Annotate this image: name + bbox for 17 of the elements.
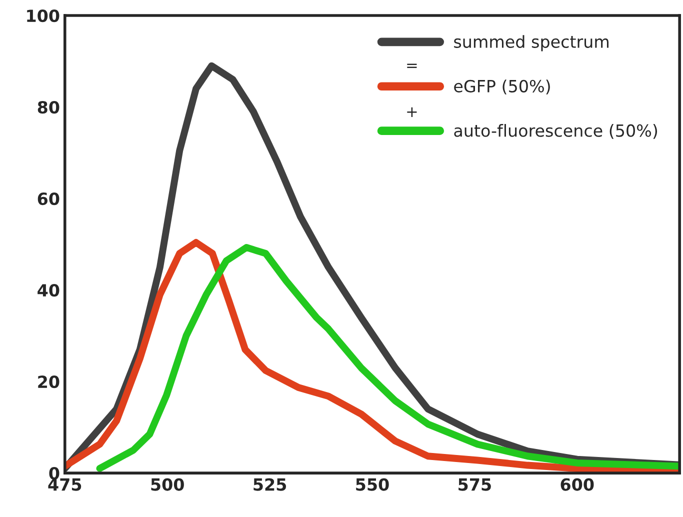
x-tick-label: 575 [458, 478, 491, 491]
y-tick-label: 0 [49, 467, 60, 480]
annotation: = [407, 64, 417, 68]
y-tick-label: 60 [38, 192, 60, 206]
legend-label: eGFP (50%) [454, 80, 550, 94]
x-tick-label: 475 [48, 478, 82, 491]
annotation: + [407, 107, 417, 117]
y-tick-label: 20 [38, 376, 60, 388]
y-tick-label: 100 [27, 9, 60, 22]
x-tick-label: 600 [560, 478, 594, 491]
legend-label: summed spectrum [454, 35, 608, 52]
legend-label: auto-fluorescence (50%) [454, 124, 658, 139]
y-tick-label: 40 [38, 284, 60, 297]
y-tick-label: 80 [38, 100, 60, 114]
x-tick-label: 500 [151, 478, 184, 491]
x-tick-label: 525 [254, 478, 286, 491]
x-tick-label: 550 [356, 478, 389, 491]
